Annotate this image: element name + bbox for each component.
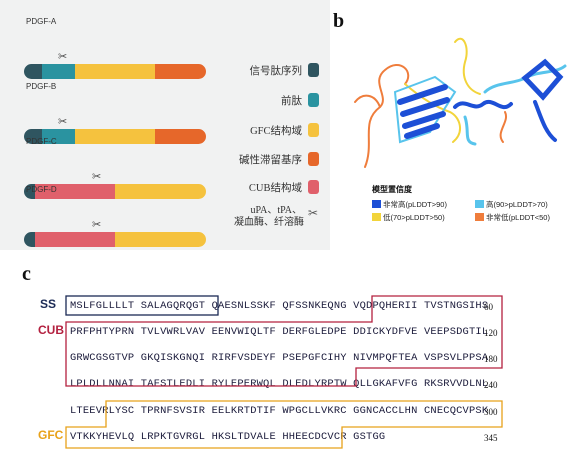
panel-c-letter: c [22, 263, 31, 285]
scissor-icon: ✂ [308, 206, 319, 220]
gfc-domain-label: GFC [38, 428, 64, 442]
confidence-low-swatch [372, 213, 381, 221]
domain-segment [24, 64, 43, 79]
legend-protease-label-1: uPA、tPA、 [250, 205, 302, 216]
bar-label-pdgf-d: PDGF-D [26, 185, 57, 194]
confidence-very-high-label: 非常高(pLDDT>90) [383, 200, 447, 209]
domain-segment [74, 64, 156, 79]
legend-propeptide-swatch [308, 93, 319, 107]
signal-sequence-label: SS [40, 297, 57, 311]
domain-bar-pdgf-a [24, 64, 206, 79]
residue-number-120: 120 [484, 328, 498, 338]
domain-bar-pdgf-c [24, 184, 206, 199]
legend-gfc-label: GFC结构域 [250, 126, 302, 137]
domain-segment [114, 232, 206, 247]
legend-protease-label-2: 凝血酶、纤溶酶 [234, 217, 304, 228]
domain-segment [155, 129, 206, 144]
confidence-high-label: 高(90>pLDDT>70) [486, 200, 548, 209]
residue-number-240: 240 [484, 380, 498, 390]
panel-a-domain-diagram: PDGF-A ✂ PDGF-B ✂ PDGF-C ✂ PDGF-D ✂ 信号肽序列 前肽 GF… [0, 0, 330, 250]
domain-segment [24, 129, 43, 144]
bar-label-pdgf-c: PDGF-C [26, 137, 57, 146]
domain-segment [42, 64, 75, 79]
domain-segment [34, 232, 115, 247]
residue-number-180: 180 [484, 354, 498, 364]
legend-gfc-swatch [308, 123, 319, 137]
bar-label-pdgf-a: PDGF-A [26, 17, 57, 26]
residue-number-300: 300 [484, 407, 498, 417]
sequence-row-4: LPLDLLNNAI TAFSTLEDLI RYLEPERWQL DLEDLYR… [70, 378, 489, 390]
cub-domain-label: CUB [38, 323, 64, 337]
domain-segment [155, 64, 206, 79]
domain-bar-pdgf-d [24, 232, 206, 247]
legend-basic-motif-swatch [308, 152, 319, 166]
sequence-row-5: LTEEVRLYSC TPRNFSVSIR EELKRTDTIF WPGCLLV… [70, 405, 489, 417]
legend-propeptide-label: 前肽 [281, 96, 302, 107]
protein-structure-image [354, 37, 567, 168]
sequence-row-2: PRFPHTYPRN TVLVWRLVAV EENVWIQLTF DERFGLE… [70, 326, 489, 338]
confidence-high-swatch [475, 200, 484, 208]
scissor-icon: ✂ [58, 51, 68, 63]
residue-number-345: 345 [484, 433, 498, 443]
confidence-legend-title: 模型置信度 [372, 185, 412, 194]
confidence-very-low-swatch [475, 213, 484, 221]
scissor-icon: ✂ [92, 219, 102, 231]
sequence-row-1: MSLFGLLLLT SALAGQRQGT QAESNLSSKF QFSSNKE… [70, 300, 489, 312]
residue-number-60: 60 [484, 302, 493, 312]
domain-segment [24, 232, 35, 247]
legend-cub-swatch [308, 180, 319, 194]
scissor-icon: ✂ [58, 116, 68, 128]
domain-segment [34, 184, 115, 199]
bar-label-pdgf-b: PDGF-B [26, 82, 57, 91]
confidence-low-label: 低(70>pLDDT>50) [383, 213, 445, 222]
sequence-row-6: VTKKYHEVLQ LRPKTGVRGL HKSLTDVALE HHEECDC… [70, 431, 386, 443]
legend-basic-motif-label: 碱性滞留基序 [239, 155, 302, 166]
scissor-icon: ✂ [92, 171, 102, 183]
domain-segment [24, 184, 35, 199]
domain-segment [74, 129, 156, 144]
confidence-very-high-swatch [372, 200, 381, 208]
sequence-row-3: GRWCGSGTVP GKQISKGNQI RIRFVSDEYF PSEPGFC… [70, 352, 489, 364]
domain-segment [42, 129, 75, 144]
legend-signal-peptide-swatch [308, 63, 319, 77]
legend-cub-label: CUB结构域 [248, 183, 302, 194]
confidence-very-low-label: 非常低(pLDDT<50) [486, 213, 550, 222]
legend-signal-peptide-label: 信号肽序列 [249, 66, 303, 77]
panel-b-letter: b [333, 10, 345, 32]
domain-bar-pdgf-b [24, 129, 206, 144]
domain-segment [114, 184, 206, 199]
